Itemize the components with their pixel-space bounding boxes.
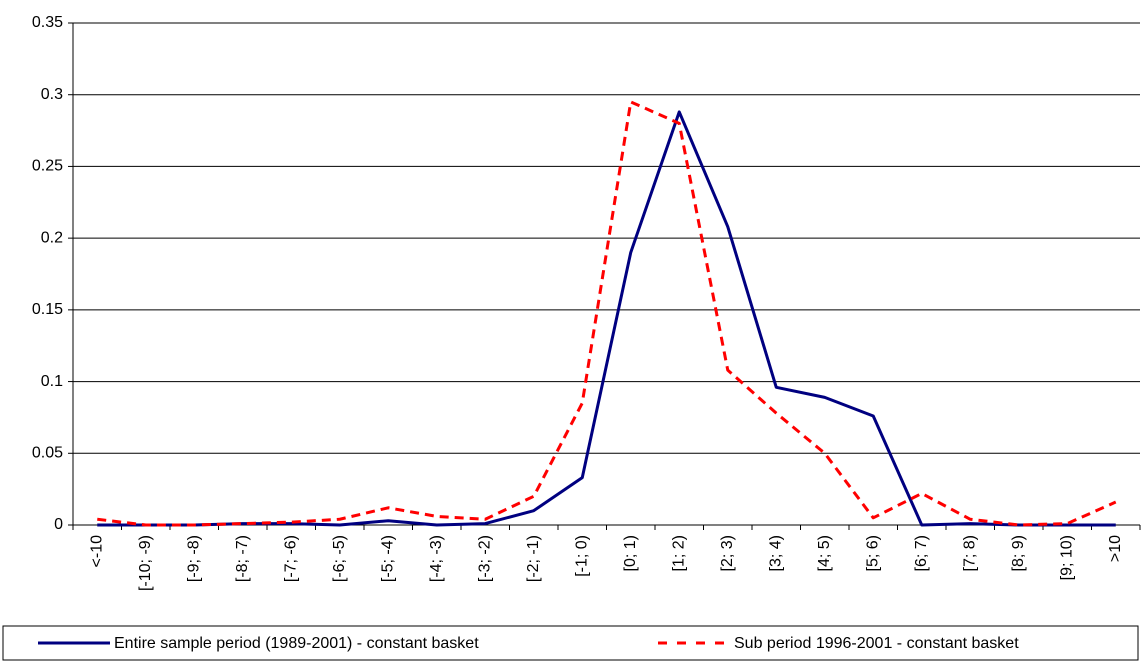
x-tick-label: [3; 4)	[767, 535, 784, 571]
x-tick-label: [-2; -1)	[525, 535, 542, 582]
x-tick-label: [8; 9)	[1010, 535, 1027, 571]
x-tick-label: [-7; -6)	[282, 535, 299, 582]
x-tick-label: [-1; 0)	[573, 535, 590, 577]
y-tick-label: 0.25	[32, 158, 63, 175]
y-tick-label: 0.3	[41, 86, 63, 103]
x-tick-label: [1; 2)	[670, 535, 687, 571]
y-tick-label: 0	[54, 516, 63, 533]
y-tick-label: 0.15	[32, 301, 63, 318]
y-tick-label: 0.05	[32, 445, 63, 462]
x-tick-label: [2; 3)	[719, 535, 736, 571]
legend-box	[2, 625, 1139, 661]
x-tick-label: [-6; -5)	[331, 535, 348, 582]
x-tick-label: [9; 10)	[1058, 535, 1075, 580]
legend-label: Sub period 1996-2001 - constant basket	[734, 635, 1019, 652]
x-tick-label: [4; 5)	[816, 535, 833, 571]
series-line	[97, 110, 1116, 527]
series-line	[97, 100, 1117, 527]
x-tick-label: [-5; -4)	[379, 535, 396, 582]
x-tick-label: [7; 8)	[961, 535, 978, 571]
x-tick-label: [0; 1)	[622, 535, 639, 571]
x-tick-label: [5; 6)	[864, 535, 881, 571]
y-tick-label: 0.35	[32, 14, 63, 31]
y-tick-label: 0.1	[41, 373, 63, 390]
x-tick-label: [-10; -9)	[137, 535, 154, 591]
y-tick-label: 0.2	[41, 229, 63, 246]
x-tick-label: [-8; -7)	[234, 535, 251, 582]
legend-label: Entire sample period (1989-2001) - const…	[114, 635, 479, 652]
x-tick-label: >10	[1107, 535, 1124, 562]
x-tick-label: [-9; -8)	[185, 535, 202, 582]
x-tick-label: [-3; -2)	[476, 535, 493, 582]
x-tick-label: <-10	[88, 535, 105, 568]
x-tick-label: [-4; -3)	[428, 535, 445, 582]
x-tick-label: [6; 7)	[913, 535, 930, 571]
